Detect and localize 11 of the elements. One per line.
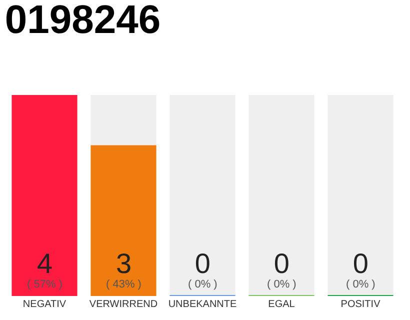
chart-title: 0198246 <box>4 0 161 42</box>
x-tick-label: UNBEKANNTE <box>168 299 237 310</box>
x-tick-label: VERWIRREND <box>89 299 158 310</box>
x-tick-label: NEGATIV <box>22 299 66 310</box>
data-label: 0 ( 0% ) <box>346 248 376 290</box>
x-tick-label: EGAL <box>268 299 296 310</box>
data-label: 3 ( 43% ) <box>106 248 142 290</box>
data-label: 4 ( 57% ) <box>27 248 62 290</box>
x-tick-label: POSITIV <box>340 299 381 310</box>
data-label: 0 ( 0% ) <box>267 248 296 290</box>
data-label: 0 ( 0% ) <box>188 248 218 290</box>
